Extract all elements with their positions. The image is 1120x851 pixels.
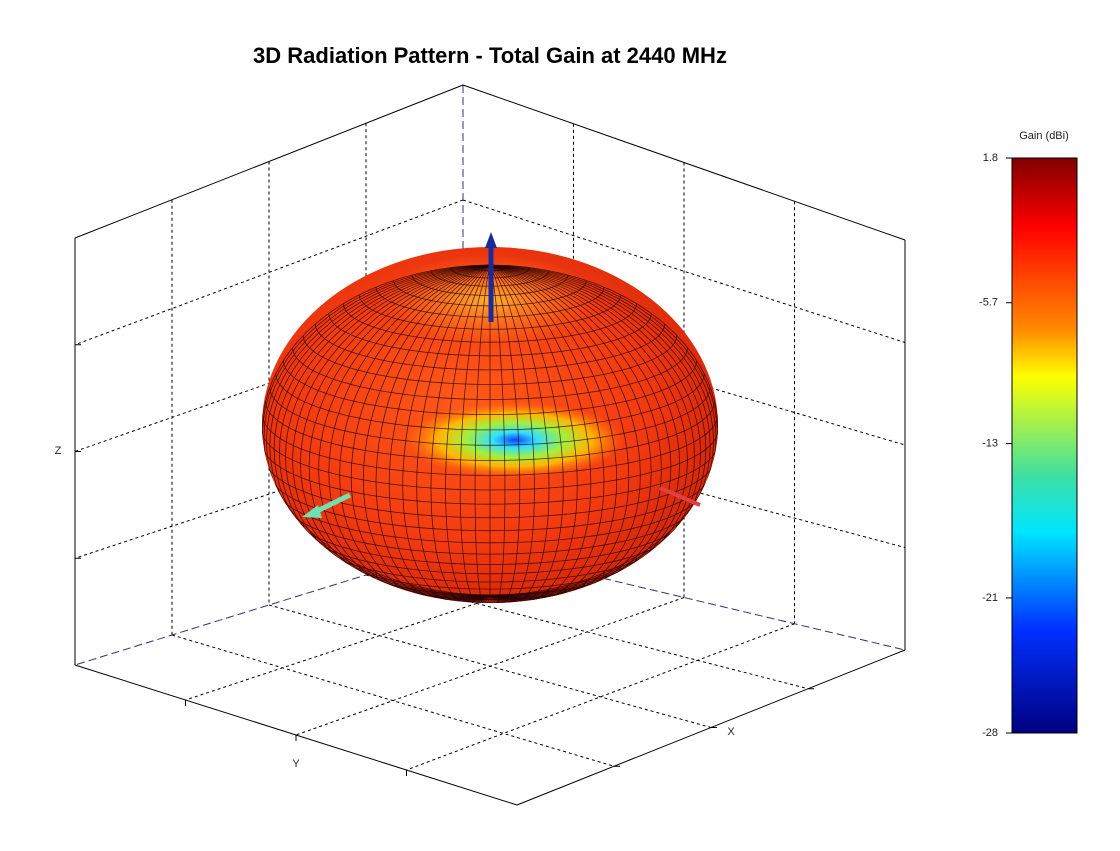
surface-null — [405, 402, 625, 478]
colorbar-tick-label: -21 — [982, 592, 998, 604]
z-arrow-head — [485, 232, 497, 248]
colorbar-tick-label: 1.8 — [983, 152, 998, 164]
colorbar-tick-label: -5.7 — [979, 297, 998, 309]
colorbar-scale — [1011, 157, 1078, 734]
mesh-line — [489, 264, 718, 596]
mesh-line — [262, 264, 491, 596]
y-arrow-head — [302, 505, 322, 518]
y-axis-label: Y — [292, 758, 300, 770]
colorbar-title: Gain (dBi) — [1019, 130, 1069, 142]
z-axis-label: Z — [55, 445, 62, 457]
box-edge — [462, 84, 906, 241]
axis-arrows — [302, 232, 701, 518]
mesh-line — [489, 264, 711, 597]
colorbar: Gain (dBi) 1.8 -5.7 -13 -21 -28 — [979, 130, 1078, 739]
mesh-line — [269, 264, 491, 597]
mesh-line — [263, 264, 491, 596]
mesh-line — [489, 264, 521, 603]
mesh-line — [489, 264, 717, 596]
mesh-line — [265, 264, 491, 596]
mesh-line — [489, 264, 718, 596]
grid-line — [295, 597, 685, 736]
mesh-line — [459, 264, 491, 603]
x-axis-label: X — [727, 726, 735, 738]
x-arrow — [659, 486, 701, 507]
chart-title: 3D Radiation Pattern - Total Gain at 244… — [253, 43, 727, 68]
colorbar-tick-label: -13 — [982, 437, 998, 449]
box-edge — [74, 84, 464, 239]
mesh-line — [489, 264, 506, 603]
colorbar-tick-label: -28 — [982, 727, 998, 739]
y-arrow — [313, 492, 352, 515]
